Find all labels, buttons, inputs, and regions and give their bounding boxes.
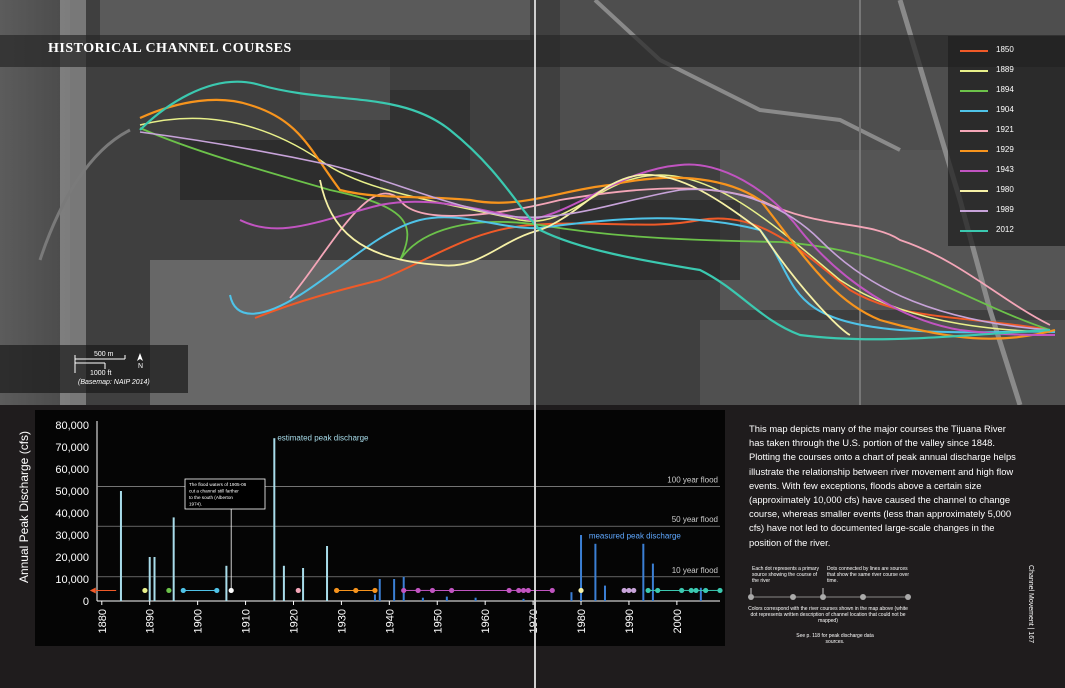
- scale-feet: 1000 ft: [90, 370, 112, 377]
- chart-y-axis-label: Annual Peak Discharge (cfs): [17, 430, 31, 584]
- legend-label: 1989: [996, 205, 1014, 214]
- legend-label: 1889: [996, 65, 1014, 74]
- legend-label: 2012: [996, 225, 1014, 234]
- course-1921: [289, 187, 1051, 326]
- course-1904: [229, 216, 1056, 334]
- map-title: HISTORICAL CHANNEL COURSES: [48, 41, 292, 56]
- legend-item: 1904: [960, 105, 1060, 117]
- key-see-note: See p. 118 for peak discharge data sourc…: [796, 633, 874, 645]
- legend-swatch: [960, 210, 988, 212]
- key-line-note: Dots connected by lines are sources that…: [827, 566, 909, 584]
- legend-item: 1850: [960, 45, 1060, 57]
- legend-label: 1894: [996, 85, 1014, 94]
- course-1929: [139, 98, 1056, 340]
- legend-swatch: [960, 50, 988, 52]
- body-paragraph: This map depicts many of the major cours…: [749, 423, 1016, 548]
- key-colors-note: Colors correspond with the river courses…: [748, 606, 908, 624]
- legend-item: 1943: [960, 165, 1060, 177]
- legend-swatch: [960, 230, 988, 232]
- course-2012: [139, 80, 1051, 341]
- key-dot-note: Each dot represents a primary source sho…: [752, 566, 819, 584]
- legend-label: 1850: [996, 45, 1014, 54]
- course-1889: [139, 117, 1051, 333]
- page-gutter: [534, 0, 536, 688]
- legend-swatch: [960, 90, 988, 92]
- legend-item: 1894: [960, 85, 1060, 97]
- course-1894: [139, 127, 1051, 331]
- legend-item: 1989: [960, 205, 1060, 217]
- legend-label: 1929: [996, 145, 1014, 154]
- course-1989: [139, 131, 1051, 331]
- page-footer: Channel Movement | 167: [1027, 565, 1034, 644]
- north-arrow-icon: [137, 353, 143, 361]
- legend-label: 1921: [996, 125, 1014, 134]
- legend-swatch: [960, 190, 988, 192]
- discharge-chart-panel: [35, 410, 725, 646]
- basemap-note: (Basemap: NAIP 2014): [78, 379, 150, 386]
- course-1943: [239, 163, 1056, 336]
- legend-swatch: [960, 130, 988, 132]
- key-diagram: [748, 588, 911, 600]
- map-legend: 1850 1889 1894 1904 1921 1929 1943 1980 …: [948, 36, 1065, 246]
- legend-item: 1929: [960, 145, 1060, 157]
- map-title-bar: [0, 35, 1065, 67]
- north-label: N: [138, 363, 144, 370]
- legend-swatch: [960, 150, 988, 152]
- legend-item: 1980: [960, 185, 1060, 197]
- legend-label: 1980: [996, 185, 1014, 194]
- legend-item: 2012: [960, 225, 1060, 237]
- legend-swatch: [960, 70, 988, 72]
- legend-label: 1904: [996, 105, 1014, 114]
- scale-bar: [74, 353, 143, 373]
- scale-bar-box: 500 m N 1000 ft (Basemap: NAIP 2014): [0, 345, 188, 393]
- historical-channel-map: HISTORICAL CHANNEL COURSES 1850 1889 189…: [0, 0, 1065, 405]
- scale-meters: 500 m: [94, 351, 114, 358]
- channel-course-lines: [139, 80, 1056, 341]
- course-1850: [254, 217, 1051, 331]
- legend-item: 1921: [960, 125, 1060, 137]
- legend-swatch: [960, 110, 988, 112]
- course-1980: [319, 173, 851, 336]
- legend-label: 1943: [996, 165, 1014, 174]
- legend-swatch: [960, 170, 988, 172]
- legend-item: 1889: [960, 65, 1060, 77]
